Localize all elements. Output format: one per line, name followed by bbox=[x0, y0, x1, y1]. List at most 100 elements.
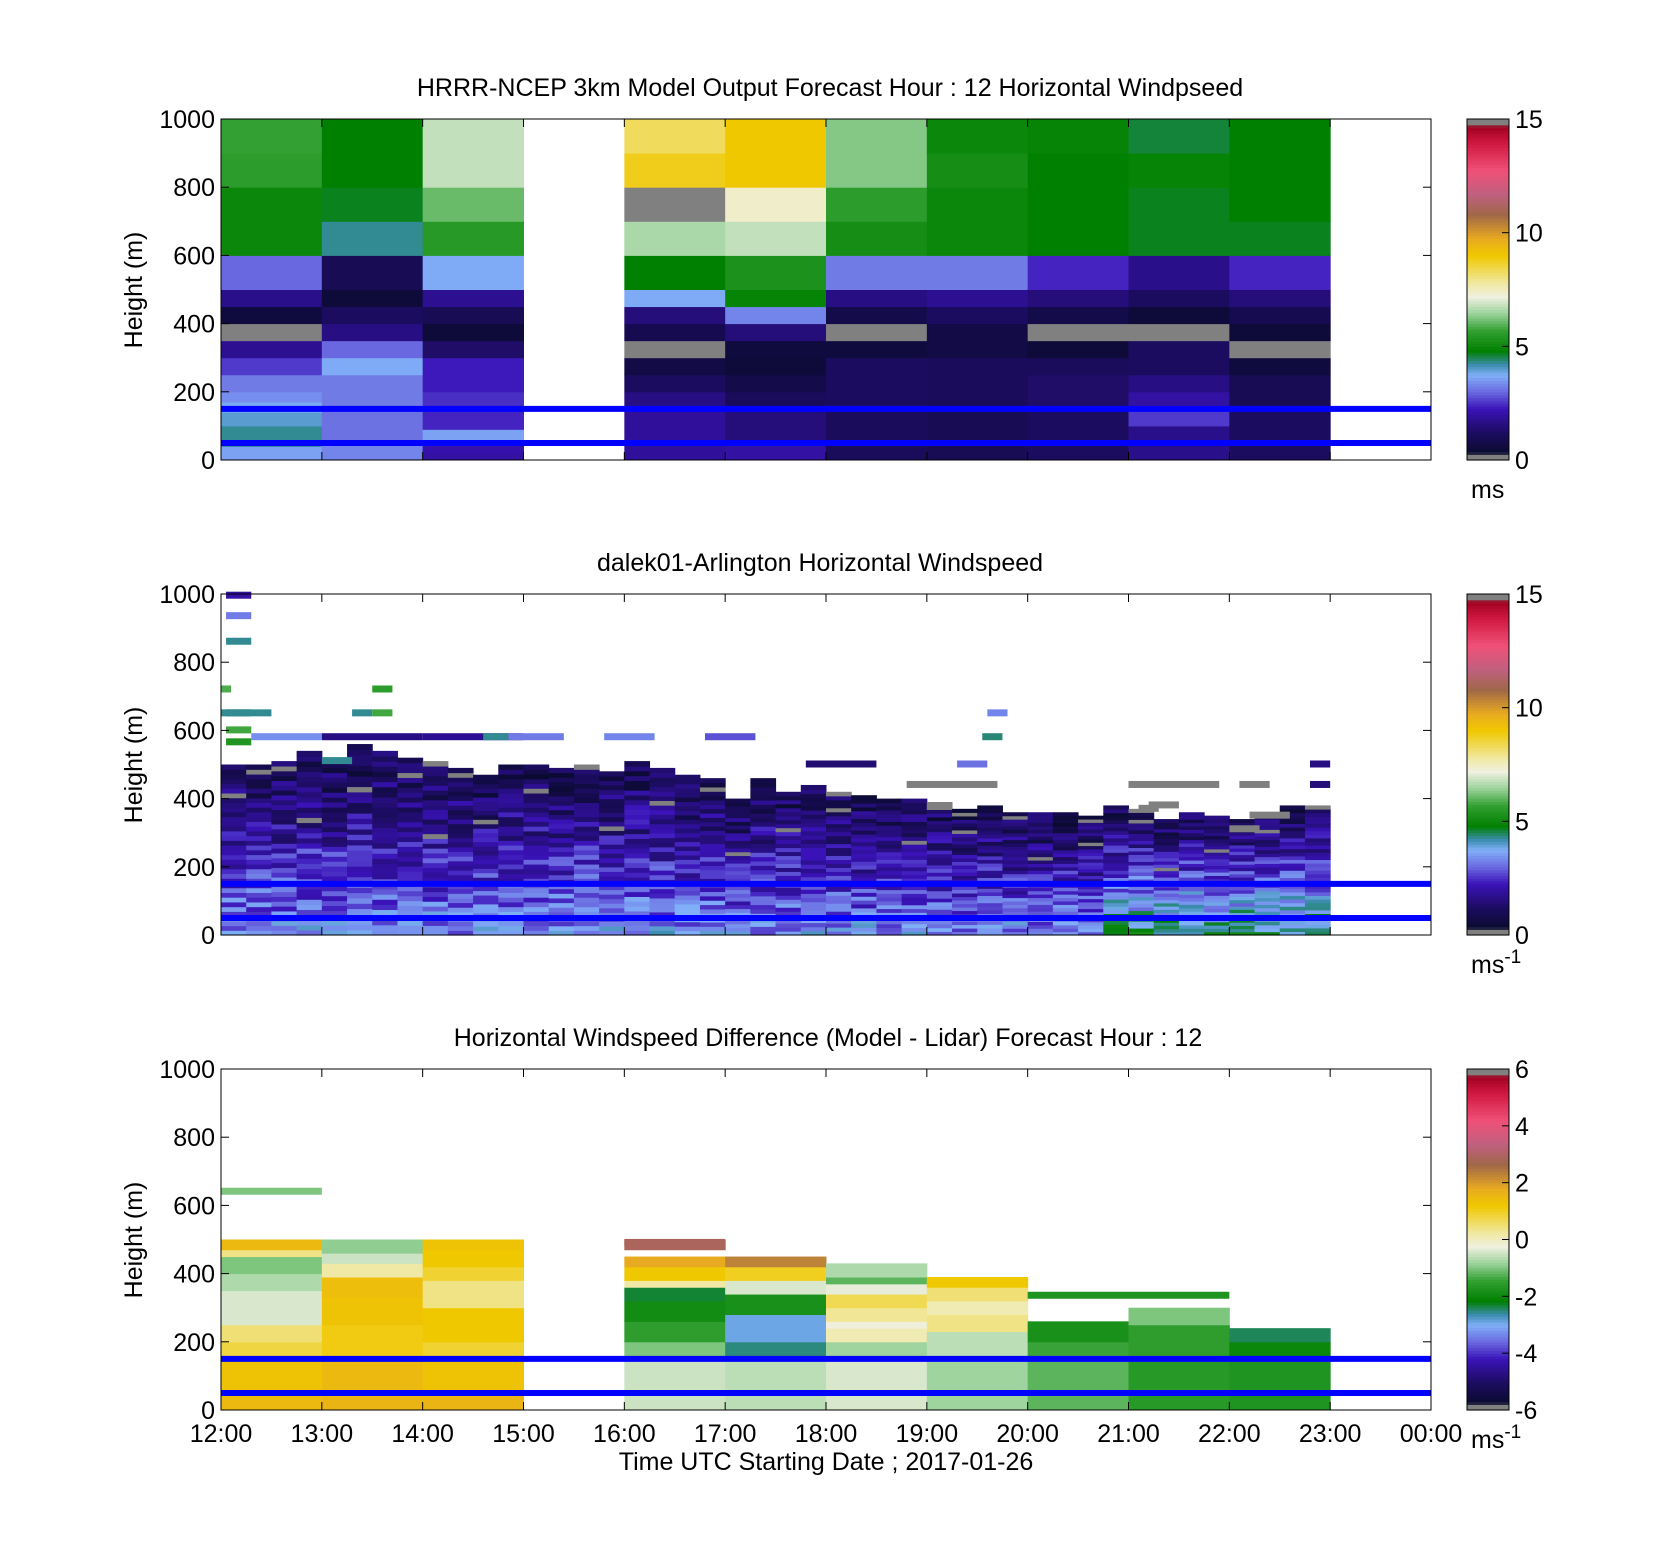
heatmap-cell bbox=[1103, 891, 1129, 897]
heatmap-cell bbox=[1002, 866, 1029, 871]
heatmap-cell bbox=[397, 851, 424, 857]
heatmap-cell bbox=[750, 930, 777, 936]
heatmap-cell bbox=[1153, 851, 1180, 856]
heatmap-cell bbox=[573, 835, 600, 841]
heatmap-cell bbox=[397, 757, 424, 764]
heatmap-cell bbox=[1078, 928, 1104, 933]
heatmap-cell bbox=[725, 1294, 827, 1316]
colorbar-segment bbox=[1467, 832, 1509, 837]
colorbar-segment bbox=[1467, 878, 1509, 882]
colorbar-segment bbox=[1467, 1154, 1509, 1158]
heatmap-cell bbox=[296, 873, 323, 880]
heatmap-cell bbox=[548, 870, 575, 876]
heatmap-cell bbox=[901, 923, 928, 929]
colorbar-segment bbox=[1467, 1384, 1509, 1388]
heatmap-cell bbox=[296, 750, 323, 757]
heatmap-cell bbox=[422, 780, 449, 786]
heatmap-cell bbox=[1103, 827, 1129, 832]
heatmap-cell bbox=[674, 792, 701, 798]
heatmap-cell bbox=[1279, 873, 1306, 879]
heatmap-cell bbox=[977, 827, 1003, 832]
heatmap-cell bbox=[800, 926, 827, 932]
heatmap-cell bbox=[649, 823, 676, 829]
heatmap-cell bbox=[422, 896, 449, 902]
heatmap-cell bbox=[826, 803, 852, 809]
heatmap-cell bbox=[901, 844, 928, 849]
colorbar-segment bbox=[1467, 437, 1509, 441]
heatmap-cell bbox=[321, 806, 348, 813]
heatmap-cell bbox=[826, 891, 852, 896]
heatmap-cell bbox=[826, 408, 928, 461]
colorbar-segment bbox=[1467, 317, 1509, 322]
heatmap-cell bbox=[548, 897, 575, 904]
colorbar-segment bbox=[1467, 707, 1509, 712]
colorbar-segment bbox=[1467, 357, 1509, 362]
colorbar-segment bbox=[1467, 1122, 1509, 1127]
heatmap-layer bbox=[221, 591, 1331, 936]
heatmap-cell bbox=[699, 804, 726, 810]
heatmap-cell bbox=[750, 821, 777, 827]
colorbar-segment bbox=[1467, 238, 1509, 242]
heatmap-cell bbox=[221, 878, 247, 884]
heatmap-cell bbox=[977, 909, 1003, 915]
heatmap-cell bbox=[926, 842, 953, 847]
heatmap-cell bbox=[599, 889, 625, 895]
heatmap-cell bbox=[447, 791, 474, 797]
heatmap-cell bbox=[1153, 925, 1180, 930]
heatmap-cell bbox=[347, 818, 373, 825]
heatmap-cell bbox=[473, 850, 499, 856]
heatmap-cell bbox=[1304, 902, 1331, 907]
heatmap-cell bbox=[725, 904, 751, 910]
heatmap-cell bbox=[573, 854, 600, 860]
heatmap-cell bbox=[977, 895, 1003, 900]
heatmap-cell bbox=[750, 778, 777, 784]
heatmap-cell bbox=[876, 866, 903, 872]
heatmap-cell bbox=[372, 832, 398, 839]
heatmap-cell bbox=[1128, 812, 1155, 817]
heatmap-cell bbox=[977, 870, 1003, 875]
heatmap-cell bbox=[397, 866, 424, 872]
heatmap-cell bbox=[977, 902, 1003, 907]
heatmap-cell bbox=[548, 842, 575, 848]
heatmap-cell bbox=[1204, 842, 1230, 847]
heatmap-cell bbox=[800, 864, 827, 869]
heatmap-cell bbox=[977, 931, 1003, 936]
colorbar-segment bbox=[1467, 863, 1509, 868]
heatmap-cell bbox=[901, 821, 928, 826]
heatmap-cell bbox=[271, 804, 298, 810]
heatmap-cell bbox=[1178, 907, 1205, 912]
heatmap-cell bbox=[926, 894, 953, 899]
heatmap-cell bbox=[725, 919, 751, 925]
heatmap-cell bbox=[447, 837, 474, 843]
heatmap-cell bbox=[246, 878, 272, 884]
heatmap-cell bbox=[1103, 927, 1129, 933]
heatmap-cell bbox=[347, 775, 373, 782]
colorbar-segment bbox=[1467, 1290, 1509, 1295]
colorbar-segment bbox=[1467, 1097, 1509, 1101]
heatmap-cell bbox=[296, 888, 323, 895]
colorbar-segment bbox=[1467, 1407, 1509, 1411]
x-tick-label: 14:00 bbox=[391, 1420, 454, 1448]
colorbar-segment bbox=[1467, 642, 1509, 646]
heatmap-cell bbox=[926, 813, 953, 818]
heatmap-cell bbox=[624, 814, 651, 820]
heatmap-cell bbox=[649, 814, 676, 820]
heatmap-cell bbox=[674, 859, 701, 865]
heatmap-cell bbox=[1178, 890, 1205, 895]
heatmap-cell bbox=[271, 901, 298, 907]
heatmap-cell bbox=[221, 783, 247, 789]
y-tick-label: 200 bbox=[173, 379, 215, 407]
heatmap-cell bbox=[800, 822, 827, 828]
heatmap-cell bbox=[397, 782, 424, 788]
heatmap-cell bbox=[1279, 859, 1306, 864]
heatmap-cell bbox=[1304, 927, 1331, 933]
colorbar-segment bbox=[1467, 172, 1509, 177]
heatmap-cell bbox=[1027, 357, 1129, 376]
heatmap-cell bbox=[750, 895, 777, 901]
heatmap-cell bbox=[321, 187, 424, 222]
heatmap-cell bbox=[826, 221, 928, 256]
heatmap-cell bbox=[800, 901, 827, 907]
heatmap-cell bbox=[422, 221, 524, 256]
heatmap-cell bbox=[1027, 894, 1054, 899]
heatmap-cell bbox=[498, 849, 524, 856]
